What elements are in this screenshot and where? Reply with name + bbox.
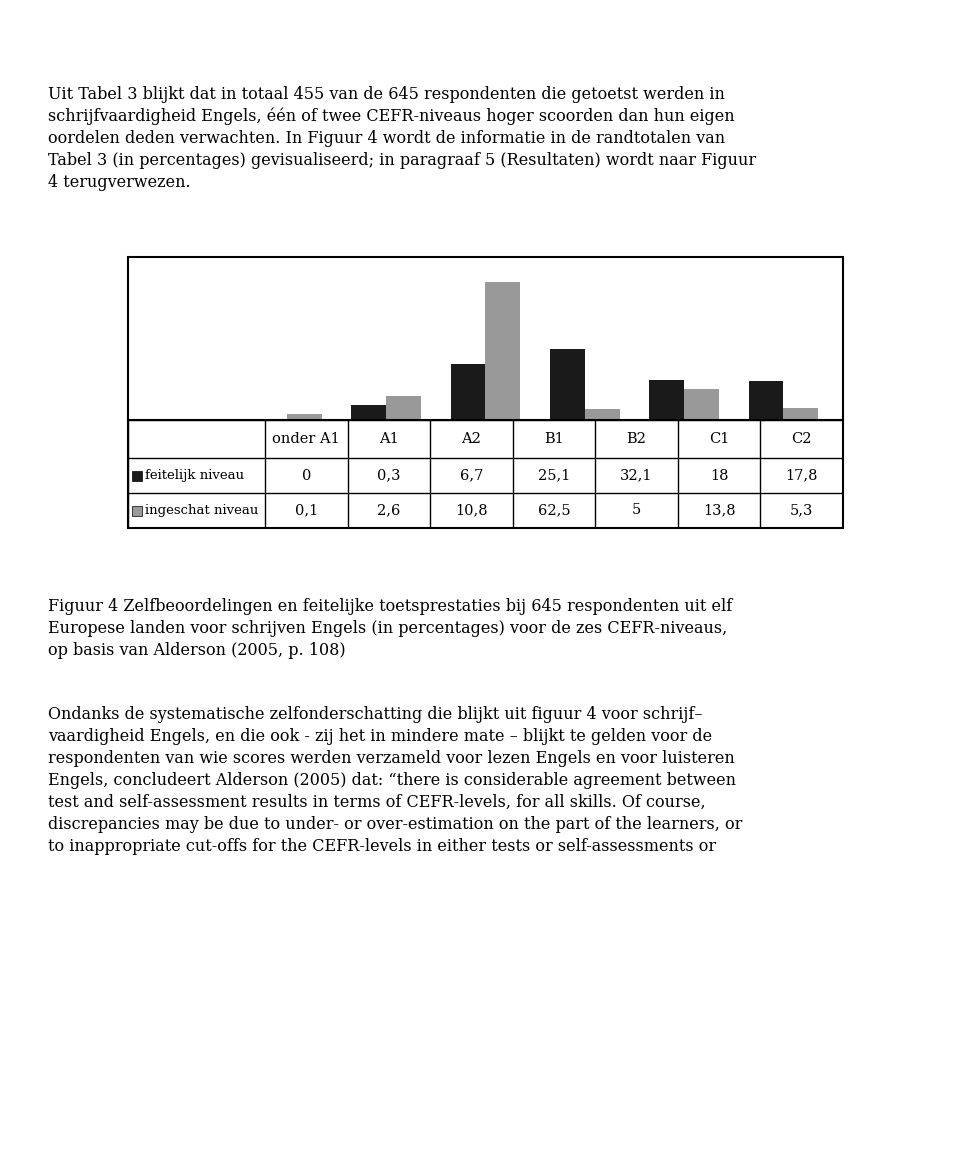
Text: ingeschat niveau: ingeschat niveau	[145, 504, 258, 516]
Text: B2: B2	[627, 432, 646, 446]
Bar	[451, 365, 486, 420]
Text: Europese landen voor schrijven Engels (in percentages) voor de zes CEFR-niveaus,: Europese landen voor schrijven Engels (i…	[48, 620, 728, 637]
Bar	[486, 281, 520, 420]
Bar	[351, 405, 386, 420]
Text: Engels, concludeert Alderson (2005) dat: “there is considerable agreement betwee: Engels, concludeert Alderson (2005) dat:…	[48, 772, 736, 789]
Text: 17,8: 17,8	[785, 469, 818, 483]
Text: schrijfvaardigheid Engels, één of twee CEFR-niveaus hoger scoorden dan hun eigen: schrijfvaardigheid Engels, één of twee C…	[48, 108, 734, 125]
Text: A1: A1	[379, 432, 398, 446]
Text: 62,5: 62,5	[538, 504, 570, 518]
Text: discrepancies may be due to under- or over-estimation on the part of the learner: discrepancies may be due to under- or ov…	[48, 816, 742, 833]
Text: 18: 18	[709, 469, 729, 483]
Bar	[684, 389, 719, 420]
Text: Uit Tabel 3 blijkt dat in totaal 455 van de 645 respondenten die getoetst werden: Uit Tabel 3 blijkt dat in totaal 455 van…	[48, 86, 725, 103]
Bar	[132, 506, 142, 515]
Text: 6,7: 6,7	[460, 469, 483, 483]
Text: 10,8: 10,8	[455, 504, 488, 518]
Text: to inappropriate cut-offs for the CEFR-levels in either tests or self-assessment: to inappropriate cut-offs for the CEFR-l…	[48, 838, 716, 855]
Text: vaardigheid Engels, en die ook - zij het in mindere mate – blijkt te gelden voor: vaardigheid Engels, en die ook - zij het…	[48, 728, 712, 745]
Text: 2,6: 2,6	[377, 504, 400, 518]
Text: oordelen deden verwachten. In Figuur 4 wordt de informatie in de randtotalen van: oordelen deden verwachten. In Figuur 4 w…	[48, 130, 725, 147]
Bar	[287, 415, 322, 420]
Text: 5,3: 5,3	[790, 504, 813, 518]
Text: onder A1: onder A1	[273, 432, 340, 446]
Text: 0: 0	[301, 469, 311, 483]
Text: 4 terugverwezen.: 4 terugverwezen.	[48, 174, 191, 191]
Text: 0,3: 0,3	[377, 469, 400, 483]
Bar	[749, 381, 783, 420]
Text: 25,1: 25,1	[538, 469, 570, 483]
Text: Figuur 4 Zelfbeoordelingen en feitelijke toetsprestaties bij 645 respondenten ui: Figuur 4 Zelfbeoordelingen en feitelijke…	[48, 598, 732, 615]
Text: 32,1: 32,1	[620, 469, 653, 483]
Text: C1: C1	[708, 432, 730, 446]
Bar	[783, 409, 818, 420]
Text: C2: C2	[791, 432, 812, 446]
Bar	[550, 349, 585, 420]
Text: B1: B1	[544, 432, 564, 446]
Text: test and self-assessment results in terms of CEFR-levels, for all skills. Of cou: test and self-assessment results in term…	[48, 794, 706, 811]
Text: A2: A2	[462, 432, 481, 446]
Text: 5: 5	[632, 504, 641, 518]
Text: 13,8: 13,8	[703, 504, 735, 518]
Bar	[649, 380, 684, 420]
Bar	[132, 470, 142, 481]
Bar	[585, 409, 619, 420]
Text: Tabel 3 (in percentages) gevisualiseerd; in paragraaf 5 (Resultaten) wordt naar : Tabel 3 (in percentages) gevisualiseerd;…	[48, 152, 756, 169]
Text: 0,1: 0,1	[295, 504, 318, 518]
Text: op basis van Alderson (2005, p. 108): op basis van Alderson (2005, p. 108)	[48, 642, 346, 659]
Text: Ondanks de systematische zelfonderschatting die blijkt uit figuur 4 voor schrijf: Ondanks de systematische zelfonderschatt…	[48, 706, 703, 723]
Text: feitelijk niveau: feitelijk niveau	[145, 469, 244, 482]
Text: respondenten van wie scores werden verzameld voor lezen Engels en voor luisteren: respondenten van wie scores werden verza…	[48, 750, 734, 767]
Bar	[386, 396, 420, 420]
